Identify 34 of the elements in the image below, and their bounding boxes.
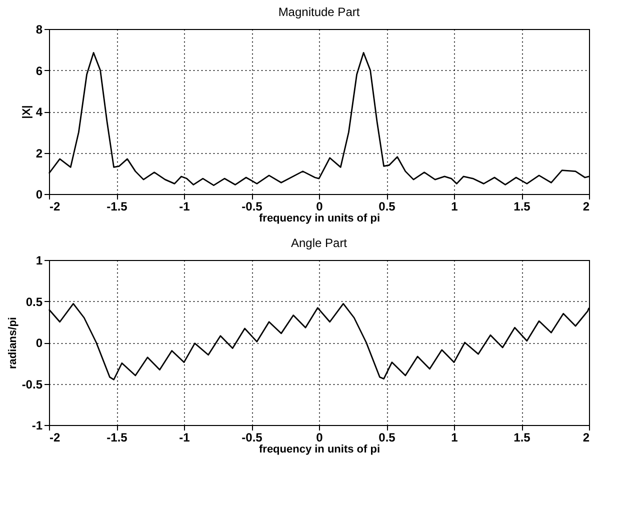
x-tick-label: -1.5 (106, 430, 128, 444)
x-tick-label: 0.5 (378, 200, 396, 214)
y-tick-label: 1 (36, 254, 43, 268)
x-tick-label: 1.5 (514, 430, 531, 444)
y-tick-label: -1 (32, 418, 43, 432)
x-tick-label: 2 (582, 200, 590, 214)
x-axis-title: frequency in units of pi (258, 444, 380, 456)
x-tick-label: -2 (50, 200, 60, 214)
chart-title: Magnitude Part (278, 5, 360, 19)
y-tick-label: 2 (36, 146, 43, 160)
x-tick-label: -1.5 (106, 200, 128, 214)
x-tick-label: 2 (582, 430, 590, 444)
x-tick-label: 0 (316, 200, 324, 214)
chart-title: Angle Part (290, 236, 348, 250)
x-tick-label: -0.5 (242, 200, 263, 214)
x-tick-label: 1 (451, 200, 458, 214)
x-axis-title: frequency in units of pi (258, 212, 380, 224)
y-tick-label: -0.5 (22, 377, 43, 392)
y-tick-label: 0.5 (26, 294, 43, 309)
x-tick-label: -2 (50, 430, 60, 444)
y-tick-label: 8 (36, 22, 43, 36)
x-tick-label: 0.5 (378, 430, 396, 444)
y-tick-label: 0 (36, 188, 43, 202)
y-tick-label: 4 (36, 105, 43, 119)
x-tick-label: -0.5 (242, 430, 263, 444)
x-tick-label: -1 (179, 200, 190, 214)
x-tick-label: 1 (451, 430, 458, 444)
x-tick-label: 0 (316, 430, 324, 444)
x-tick-label: 1.5 (514, 200, 531, 214)
x-tick-label: -1 (179, 430, 190, 444)
y-tick-label: 0 (36, 336, 43, 350)
y-axis-title: radians/pi (6, 317, 19, 369)
y-tick-label: 6 (36, 64, 43, 78)
y-axis-title: |X| (20, 105, 33, 119)
